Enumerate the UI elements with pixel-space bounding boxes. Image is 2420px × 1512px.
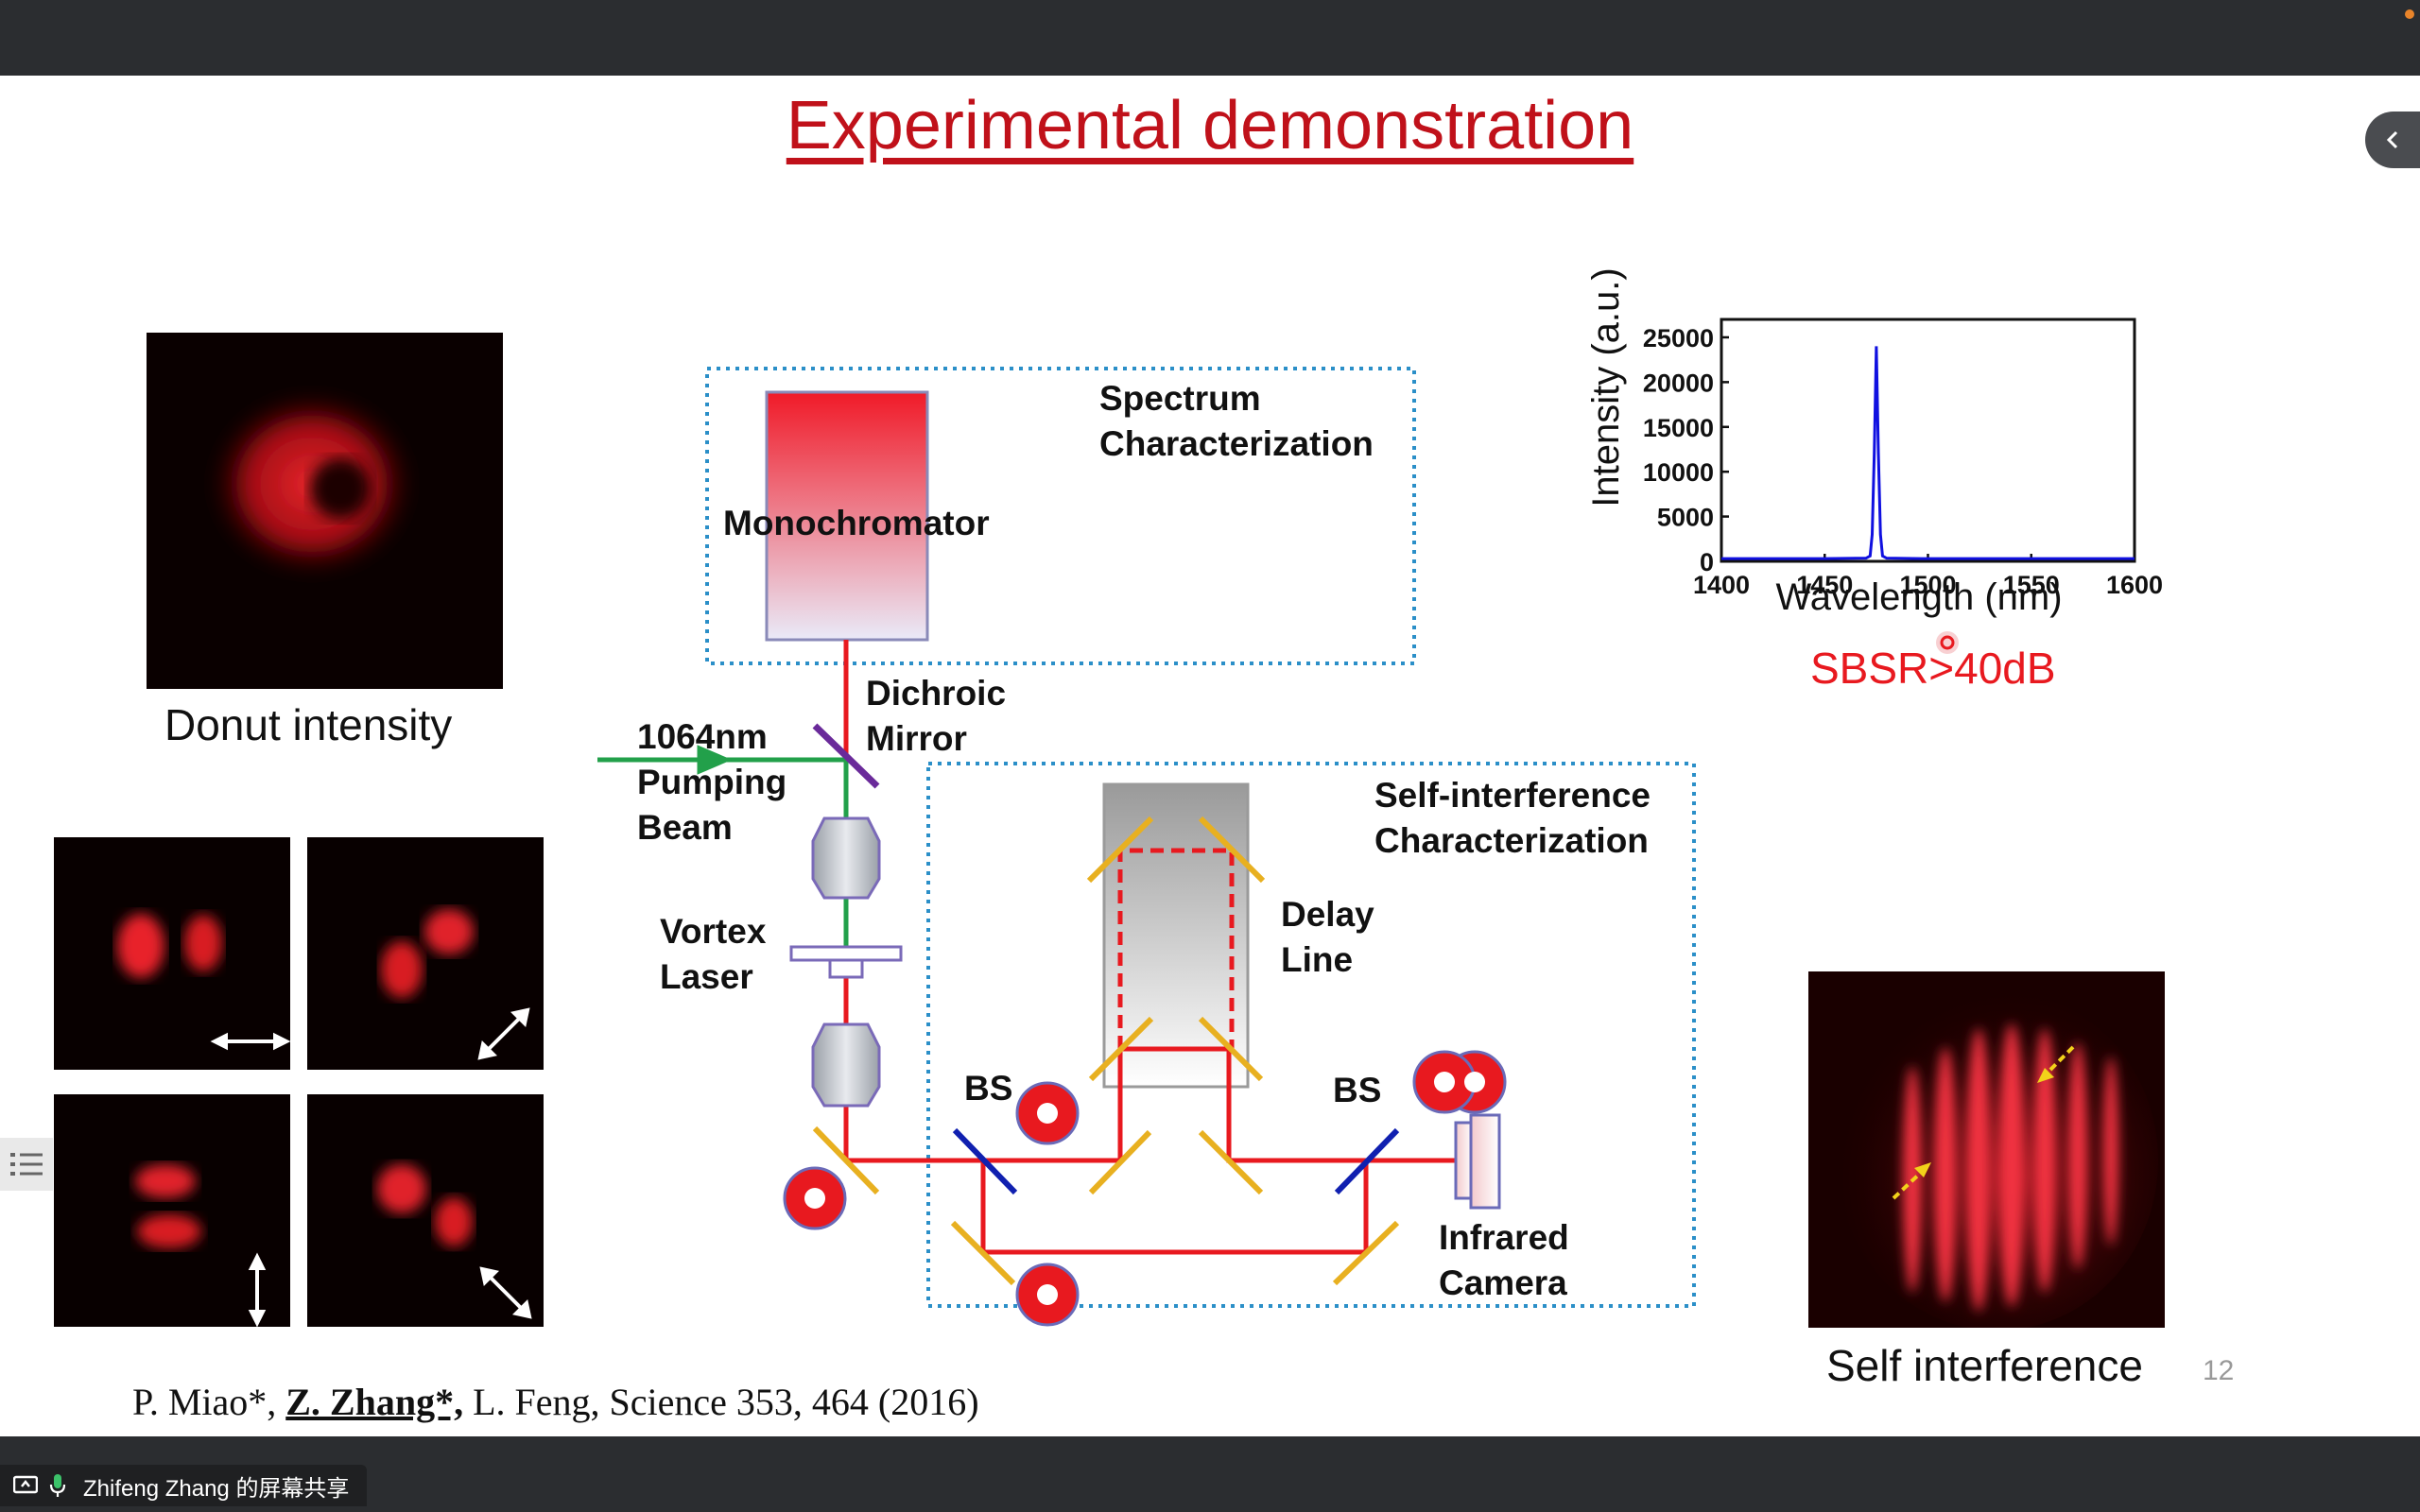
mirror-center-left (1088, 1129, 1152, 1195)
microphone-icon (43, 1471, 72, 1500)
monochromator (765, 390, 929, 642)
screen-share-label: Zhifeng Zhang 的屏幕共享 (83, 1475, 350, 1502)
beam-splitter-left-label: BS (964, 1069, 1013, 1108)
spectrum-characterization-label: Spectrum Characterization (1099, 379, 1374, 463)
chart-ytick-label: 20000 (1643, 369, 1714, 397)
vortex-laser-lens-upper (811, 816, 881, 900)
polarization-horizontal-image (54, 837, 290, 1070)
double-arrow-diagonal-icon (477, 1007, 530, 1060)
optical-setup-diagram (597, 367, 1696, 1327)
screen-share-icon (11, 1471, 40, 1500)
sbsr-label: SBSR>40dB (1810, 644, 2056, 693)
chart-xtick-label: 1400 (1693, 571, 1750, 599)
self-interference-image (1808, 971, 2165, 1328)
spectrum-characterization-box (705, 367, 1416, 665)
slide-title: Experimental demonstration (786, 88, 1634, 163)
beam-splitter-right-label: BS (1333, 1071, 1382, 1109)
slide-canvas: Experimental demonstration Donut intensi… (0, 76, 2420, 1436)
mirror-lower-right (1332, 1220, 1400, 1286)
beam-splitter-left (952, 1127, 1018, 1195)
vortex-laser-plate (789, 945, 903, 962)
citation-highlight-author: Z. Zhang*, (285, 1381, 464, 1423)
delay-line-label: Delay Line (1281, 895, 1374, 979)
chevron-left-icon (2386, 130, 2398, 149)
chart-xtick-label: 1500 (1899, 571, 1956, 599)
page-number: 12 (2203, 1355, 2235, 1386)
citation: P. Miao*, Z. Zhang*, L. Feng, Science 35… (132, 1380, 979, 1424)
pump-beam (597, 745, 849, 954)
mirror-delay-bottom-left (1088, 1016, 1154, 1082)
chart-ytick-label: 25000 (1643, 324, 1714, 352)
infrared-camera-label: Infrared Camera (1439, 1218, 1569, 1302)
outline-list-button[interactable] (0, 1138, 53, 1191)
mirror-turn (812, 1125, 880, 1195)
bottom-toolbar (0, 1436, 2420, 1512)
dichroic-mirror (812, 723, 880, 789)
collapse-panel-button[interactable] (2365, 112, 2420, 168)
chart-xtick-label: 1450 (1796, 571, 1853, 599)
delay-beam-path (1117, 848, 1235, 1049)
chart-ytick-label: 15000 (1643, 414, 1714, 442)
self-interference-caption: Self interference (1826, 1341, 2143, 1390)
chart-xlabel: Wavelength (nm) (1775, 576, 2062, 618)
chart-xtick-label: 1600 (2106, 571, 2163, 599)
citation-rest: L. Feng, Science 353, 464 (2016) (463, 1381, 979, 1423)
spectrum-chart: Intensity (a.u.) Wavelength (nm) 1400 145… (1585, 267, 2163, 618)
chart-ytick-label: 10000 (1643, 458, 1714, 487)
list-icon (10, 1153, 43, 1176)
mirror-delay-top-left (1086, 816, 1154, 884)
dashed-arrow-icon (1892, 1045, 2075, 1200)
recording-indicator-icon (2405, 9, 2414, 19)
vortex-laser-label: Vortex Laser (660, 912, 767, 996)
mirror-delay-top-right (1198, 816, 1266, 884)
top-toolbar (0, 0, 2420, 76)
mirror-lower-left (950, 1220, 1016, 1286)
donut-intensity-image (147, 333, 503, 689)
pumping-beam-label: 1064nm Pumping Beam (637, 717, 787, 847)
mirror-center-right (1198, 1129, 1264, 1195)
citation-authors-start: P. Miao*, (132, 1381, 286, 1423)
polarization-antidiagonal-image (307, 1094, 544, 1327)
mirror-delay-bottom-right (1198, 1016, 1264, 1082)
double-arrow-horizontal-icon (210, 1032, 290, 1051)
chart-xtick-label: 1550 (2003, 571, 2060, 599)
screen-share-indicator[interactable]: Zhifeng Zhang 的屏幕共享 (0, 1465, 367, 1506)
chart-series-line (1721, 346, 2135, 560)
self-interference-characterization-box (926, 762, 1696, 1308)
donut-intensity-caption: Donut intensity (164, 700, 453, 749)
cursor-pointer-icon (1936, 631, 1959, 654)
chart-ytick-label: 0 (1700, 548, 1714, 576)
infrared-camera-icon (1454, 1113, 1501, 1210)
double-arrow-vertical-icon (248, 1252, 267, 1327)
delay-line-stage (1102, 782, 1250, 1089)
vortex-laser-lens-lower (811, 1022, 881, 1108)
monochromator-label: Monochromator (723, 504, 990, 542)
dichroic-mirror-label: Dichroic Mirror (866, 674, 1007, 758)
donut-beam-icon (783, 1050, 1507, 1327)
chart-ytick-label: 5000 (1657, 504, 1714, 532)
chart-ylabel: Intensity (a.u.) (1585, 267, 1627, 507)
beam-splitter-right (1334, 1127, 1400, 1195)
chart-plot-frame (1720, 318, 2136, 563)
polarization-vertical-image (54, 1094, 290, 1327)
vortex-laser-mount (828, 958, 864, 979)
double-arrow-antidiagonal-icon (479, 1266, 532, 1319)
polarization-diagonal-image (307, 837, 544, 1070)
self-interference-characterization-label: Self-interference Characterization (1374, 776, 1651, 860)
